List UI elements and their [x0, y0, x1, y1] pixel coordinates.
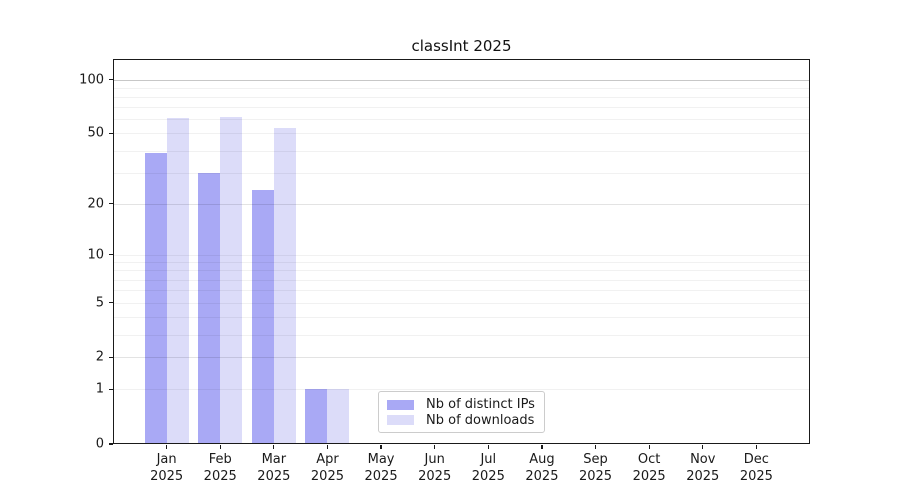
y-tick-mark [108, 301, 113, 304]
y-tick-label: 2 [95, 349, 104, 365]
x-tick-mark [755, 444, 758, 449]
x-tick-mark [594, 444, 597, 449]
y-tick-mark [108, 253, 113, 256]
x-tick-label-feb: Feb 2025 [203, 452, 237, 484]
y-tick-mark [108, 202, 113, 205]
y-tick-mark [108, 388, 113, 390]
y-tick-mark [108, 78, 113, 81]
x-tick-label-nov: Nov 2025 [686, 452, 720, 484]
x-tick-mark [326, 444, 329, 449]
x-tick-mark [648, 444, 650, 449]
y-tick-label: 5 [95, 295, 104, 310]
legend-swatch-downloads [387, 415, 414, 426]
x-tick-label-dec: Dec 2025 [739, 452, 773, 484]
legend-label-downloads: Nb of downloads [426, 412, 535, 428]
plot-border [113, 59, 810, 444]
y-tick-mark [108, 132, 113, 135]
y-tick-label: 100 [79, 72, 104, 88]
y-tick-label: 20 [87, 196, 104, 212]
x-tick-label-jun: Jun 2025 [418, 452, 452, 484]
y-tick-mark [108, 443, 113, 445]
chart-title: classInt 2025 [411, 37, 512, 55]
y-tick-label: 1 [95, 381, 104, 397]
x-tick-mark [165, 444, 168, 449]
x-tick-mark [702, 444, 704, 449]
x-tick-label-mar: Mar 2025 [257, 452, 291, 484]
x-tick-label-may: May 2025 [364, 452, 398, 484]
x-tick-mark [434, 444, 436, 449]
x-tick-label-apr: Apr 2025 [310, 452, 344, 484]
x-tick-label-jan: Jan 2025 [150, 452, 184, 484]
x-tick-mark [380, 444, 382, 449]
legend: Nb of distinct IPs Nb of downloads [378, 391, 545, 433]
y-tick-label: 10 [87, 247, 104, 263]
x-tick-label-oct: Oct 2025 [632, 452, 666, 484]
y-tick-mark [108, 356, 113, 358]
x-tick-label-jul: Jul 2025 [471, 452, 505, 484]
x-tick-mark [541, 444, 543, 449]
x-tick-mark [219, 444, 221, 449]
x-tick-label-aug: Aug 2025 [525, 452, 559, 484]
y-tick-label: 0 [95, 436, 104, 452]
legend-swatch-ips [387, 399, 414, 410]
x-tick-mark [487, 444, 489, 449]
x-tick-label-sep: Sep 2025 [578, 452, 613, 484]
y-tick-label: 50 [87, 125, 104, 141]
x-tick-mark [273, 444, 275, 449]
legend-label-ips: Nb of distinct IPs [426, 397, 535, 413]
legend-item-downloads: Nb of downloads [387, 413, 536, 429]
legend-item-ips: Nb of distinct IPs [387, 397, 536, 413]
